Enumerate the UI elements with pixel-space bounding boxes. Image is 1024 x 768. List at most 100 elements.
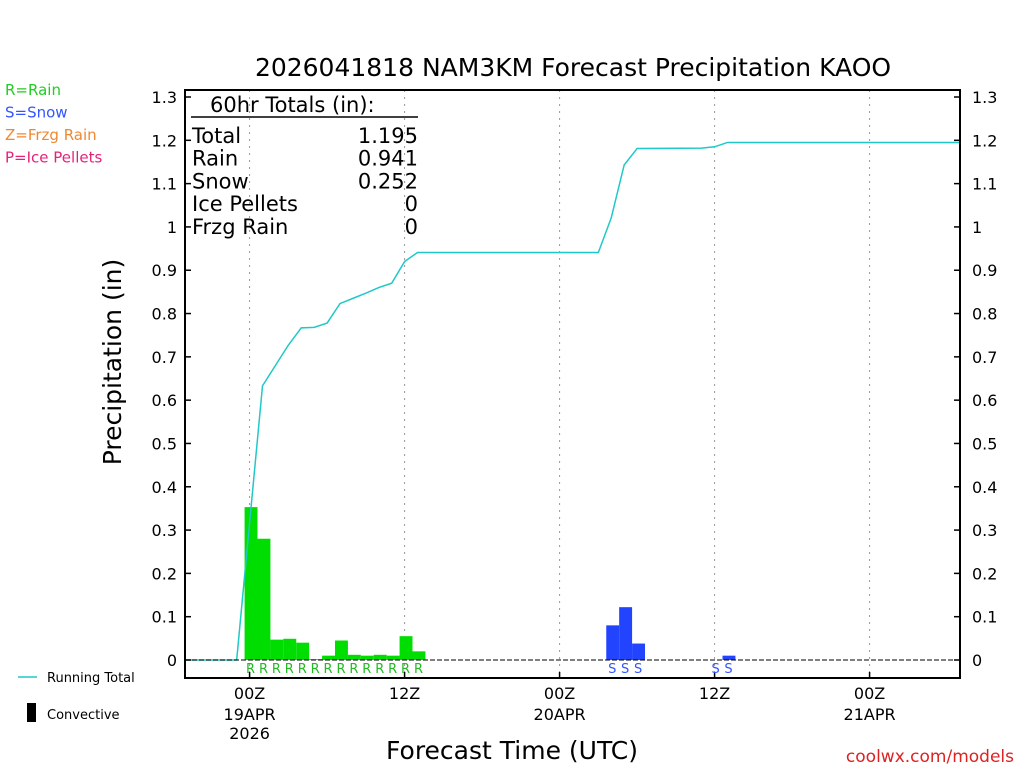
legend-item: S=Snow [5,104,68,122]
running-total-line [185,141,960,661]
y-tick-label-right: 0.3 [972,521,997,540]
convective-swatch [27,703,36,722]
totals-label: Snow [192,169,249,193]
y-tick-label-right: 1 [972,218,982,237]
rain-type-label: R [311,662,320,677]
rain-bar [270,639,284,660]
rain-type-label: R [259,662,268,677]
y-tick-label-right: 0.9 [972,261,997,280]
precip-type-legend: R=Rain S=Snow Z=Frzg Rain P=Ice Pellets [5,81,102,167]
rain-type-label: R [336,662,345,677]
rain-bar [373,654,387,660]
y-tick-label: 1.2 [152,131,177,150]
y-axis-label: Precipitation (in) [98,259,127,466]
bars [244,507,736,660]
y-tick-label-right: 1.3 [972,88,997,107]
rain-bar [399,636,413,660]
y-tick-label-right: 1.1 [972,175,997,194]
running-total-polyline [185,141,960,661]
running-total-legend-label: Running Total [47,671,135,686]
y-tick-label: 1.1 [152,175,177,194]
snow-type-label: S [608,662,616,677]
y-axis-right: 0 0.1 0.2 0.3 0.4 0.5 0.6 0.7 0.8 0.9 1 1.1 1.2 1.3 [954,88,997,670]
y-tick-label-right: 0.5 [972,434,997,453]
rain-bar [283,638,297,660]
y-tick-label: 0.4 [152,478,177,497]
totals-label: Rain [192,147,238,171]
y-tick-label-right: 0.7 [972,348,997,367]
totals-value: 0.252 [358,169,418,193]
snow-bar [606,625,620,660]
legend-item: P=Ice Pellets [5,149,102,167]
legend-item: Z=Frzg Rain [5,126,97,144]
rain-bar [386,655,400,660]
snow-type-label: S [634,662,642,677]
y-tick-label: 1 [167,218,177,237]
rain-type-label: R [285,662,294,677]
y-tick-label: 0.1 [152,608,177,627]
y-tick-label-right: 0 [972,651,982,670]
y-tick-label: 0.6 [152,391,177,410]
rain-bar [412,651,426,660]
totals-label: Total [191,124,241,148]
totals-value: 0 [405,215,418,239]
y-tick-label: 0.2 [152,564,177,583]
rain-type-label: R [324,662,333,677]
y-tick-label-right: 0.8 [972,305,997,324]
convective-legend-label: Convective [47,708,120,723]
totals-value: 1.195 [358,124,418,148]
rain-bar [322,655,335,660]
x-tick-date: 19APR [224,705,276,724]
rain-type-label: R [349,662,358,677]
rain-bar [347,654,361,660]
rain-type-label: R [246,662,255,677]
rain-type-label: R [401,662,410,677]
rain-type-label: R [272,662,281,677]
x-tick-year: 2026 [229,724,270,743]
totals-box: 60hr Totals (in): Total 1.195 Rain 0.941 Sno… [191,93,418,239]
totals-header: 60hr Totals (in): [210,93,375,117]
rain-type-label: R [414,662,423,677]
x-tick-label: 00Z [544,684,575,703]
series-legend: Running Total Convective [18,671,135,723]
y-tick-label: 0.5 [152,434,177,453]
x-tick-date: 21APR [844,705,896,724]
snow-bar [619,607,633,660]
totals-value: 0.941 [358,147,418,171]
chart-title: 2026041818 NAM3KM Forecast Precipitation… [255,53,891,82]
snow-type-label: S [711,662,719,677]
y-tick-label-right: 0.2 [972,564,997,583]
watermark: coolwx.com/models [846,747,1014,767]
rain-type-label: R [375,662,384,677]
totals-label: Frzg Rain [192,215,288,239]
y-tick-label-right: 0.6 [972,391,997,410]
snow-type-label: S [724,662,732,677]
y-tick-label: 0.7 [152,348,177,367]
y-tick-label: 0 [167,651,177,670]
rain-bar [335,640,348,660]
snow-bar [632,643,645,660]
rain-bar [296,642,310,660]
rain-type-label: R [388,662,397,677]
x-tick-label: 12Z [699,684,730,703]
x-tick-date: 20APR [534,705,586,724]
x-tick-label: 00Z [234,684,265,703]
y-tick-label: 0.3 [152,521,177,540]
totals-value: 0 [405,192,418,216]
y-tick-label-right: 1.2 [972,131,997,150]
rain-type-label: R [298,662,307,677]
legend-item: R=Rain [5,81,61,99]
snow-bar [722,655,736,660]
y-tick-label: 1.3 [152,88,177,107]
x-tick-label: 12Z [389,684,420,703]
snow-type-label: S [621,662,629,677]
y-tick-label-right: 0.1 [972,608,997,627]
x-axis-label: Forecast Time (UTC) [386,736,638,765]
rain-bar [257,538,271,660]
vertical-gridlines [249,90,871,678]
y-axis-left: 0 0.1 0.2 0.3 0.4 0.5 0.6 0.7 0.8 0.9 1 1.1 1.2 1.3 [152,88,191,670]
plot-frame [184,89,961,679]
